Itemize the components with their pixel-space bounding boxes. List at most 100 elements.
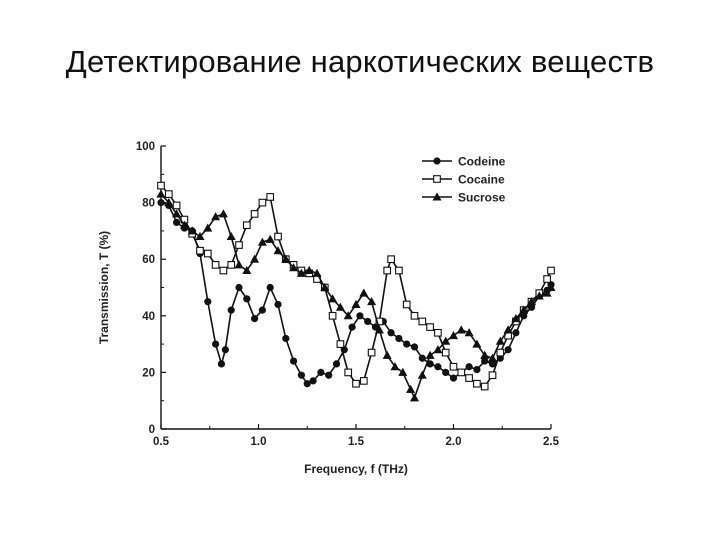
legend-label-codeine: Codeine: [458, 155, 506, 169]
data-point-sucrose: [328, 294, 338, 303]
axes: 0 20 40 60 80 100 0.5 1.0 1.5 2.0 2.5: [136, 141, 560, 448]
data-point-sucrose: [257, 237, 267, 246]
data-point-sucrose: [226, 231, 236, 241]
legend-label-sucrose: Sucrose: [458, 191, 506, 205]
data-point-sucrose: [195, 231, 205, 241]
data-point-codeine: [212, 340, 220, 348]
data-point-cocaine: [387, 255, 395, 264]
data-point-sucrose: [526, 297, 537, 306]
data-point-sucrose: [242, 265, 252, 275]
data-point-cocaine: [543, 275, 551, 283]
data-point-codeine: [282, 334, 290, 343]
data-point-sucrose: [390, 362, 400, 371]
data-point-codeine: [465, 363, 473, 371]
x-tick-label: 2.0: [446, 436, 462, 448]
data-point-sucrose: [320, 282, 330, 291]
data-point-cocaine: [449, 362, 458, 371]
data-point-sucrose: [495, 336, 505, 345]
data-point-sucrose: [172, 209, 182, 218]
legend-label-cocaine: Cocaine: [458, 173, 505, 187]
data-point-cocaine: [157, 181, 165, 190]
data-point-sucrose: [425, 350, 435, 359]
data-point-sucrose: [156, 189, 166, 198]
data-point-codeine: [504, 346, 512, 354]
transmission-chart: 0 20 40 60 80 100 0.5 1.0 1.5 2.0 2.5 Codeine Cocai…: [97, 141, 560, 476]
y-axis-label: Transmission, T (%): [97, 231, 111, 344]
slide-title: Детектирование наркотических веществ: [65, 44, 655, 79]
data-point-cocaine: [336, 340, 345, 348]
data-point-codeine: [235, 283, 243, 292]
series-codeine: [157, 199, 555, 388]
data-point-codeine: [325, 371, 333, 379]
data-point-codeine: [297, 371, 305, 379]
chart-container: 0 20 40 60 80 100 0.5 1.0 1.5 2.0 2.5 Codeine Cocai…: [92, 132, 570, 484]
data-point-cocaine: [242, 221, 251, 230]
data-point-cocaine: [352, 379, 360, 388]
data-point-codeine: [227, 306, 235, 314]
legend-item-codeine: Codeine: [422, 155, 506, 169]
data-point-codeine: [364, 317, 372, 326]
data-point-sucrose: [304, 265, 314, 275]
legend-marker: [433, 157, 441, 165]
x-tick-label: 1.0: [251, 436, 267, 448]
x-axis-label: Frequency, f (THz): [304, 462, 408, 476]
data-point-sucrose: [203, 223, 213, 232]
data-point-cocaine: [480, 382, 489, 391]
data-point-sucrose: [312, 268, 322, 277]
data-point-sucrose: [281, 254, 291, 263]
data-point-sucrose: [409, 393, 420, 402]
data-point-sucrose: [367, 297, 377, 306]
y-tick-label: 60: [142, 254, 155, 266]
data-point-cocaine: [434, 328, 442, 337]
data-point-codeine: [221, 346, 229, 354]
data-point-codeine: [157, 199, 165, 207]
data-point-cocaine: [457, 368, 466, 377]
data-point-cocaine: [203, 249, 212, 258]
series-sucrose: [156, 189, 556, 402]
data-point-cocaine: [367, 348, 376, 357]
data-point-codeine: [266, 283, 274, 292]
data-point-codeine: [356, 312, 364, 320]
data-point-codeine: [251, 315, 259, 323]
data-point-sucrose: [296, 268, 306, 277]
data-point-cocaine: [375, 317, 384, 326]
data-point-sucrose: [164, 197, 174, 207]
data-point-cocaine: [219, 266, 228, 275]
data-point-sucrose: [542, 288, 552, 297]
data-point-sucrose: [433, 345, 443, 354]
data-point-cocaine: [235, 241, 243, 249]
data-point-cocaine: [211, 261, 220, 269]
data-point-codeine: [274, 300, 282, 309]
data-point-cocaine: [496, 348, 505, 357]
data-point-codeine: [317, 368, 325, 376]
y-tick-label: 40: [142, 311, 155, 323]
data-point-codeine: [243, 295, 251, 303]
data-point-codeine: [387, 329, 395, 337]
data-point-codeine: [309, 377, 317, 385]
data-point-cocaine: [227, 261, 236, 269]
data-point-sucrose: [534, 291, 544, 300]
data-point-codeine: [303, 380, 311, 388]
data-point-cocaine: [465, 374, 473, 382]
data-point-codeine: [512, 329, 520, 337]
data-point-sucrose: [335, 302, 345, 311]
data-point-sucrose: [265, 234, 275, 243]
series-line-cocaine: [160, 185, 552, 388]
data-point-cocaine: [426, 323, 434, 331]
x-tick-label: 0.5: [153, 436, 170, 448]
data-point-cocaine: [547, 266, 555, 275]
data-point-sucrose: [480, 350, 490, 359]
data-point-codeine: [434, 363, 442, 371]
data-point-sucrose: [464, 328, 474, 337]
data-point-cocaine: [418, 317, 427, 326]
legend: Codeine Cocaine Sucrose: [422, 155, 506, 205]
data-point-codeine: [258, 306, 266, 314]
data-point-cocaine: [196, 246, 204, 255]
data-point-sucrose: [417, 370, 427, 379]
y-tick-label: 80: [142, 198, 155, 210]
legend-marker: [433, 175, 441, 183]
data-point-sucrose: [511, 314, 521, 323]
data-point-codeine: [332, 360, 341, 368]
data-point-sucrose: [487, 353, 498, 362]
data-point-cocaine: [488, 371, 497, 380]
